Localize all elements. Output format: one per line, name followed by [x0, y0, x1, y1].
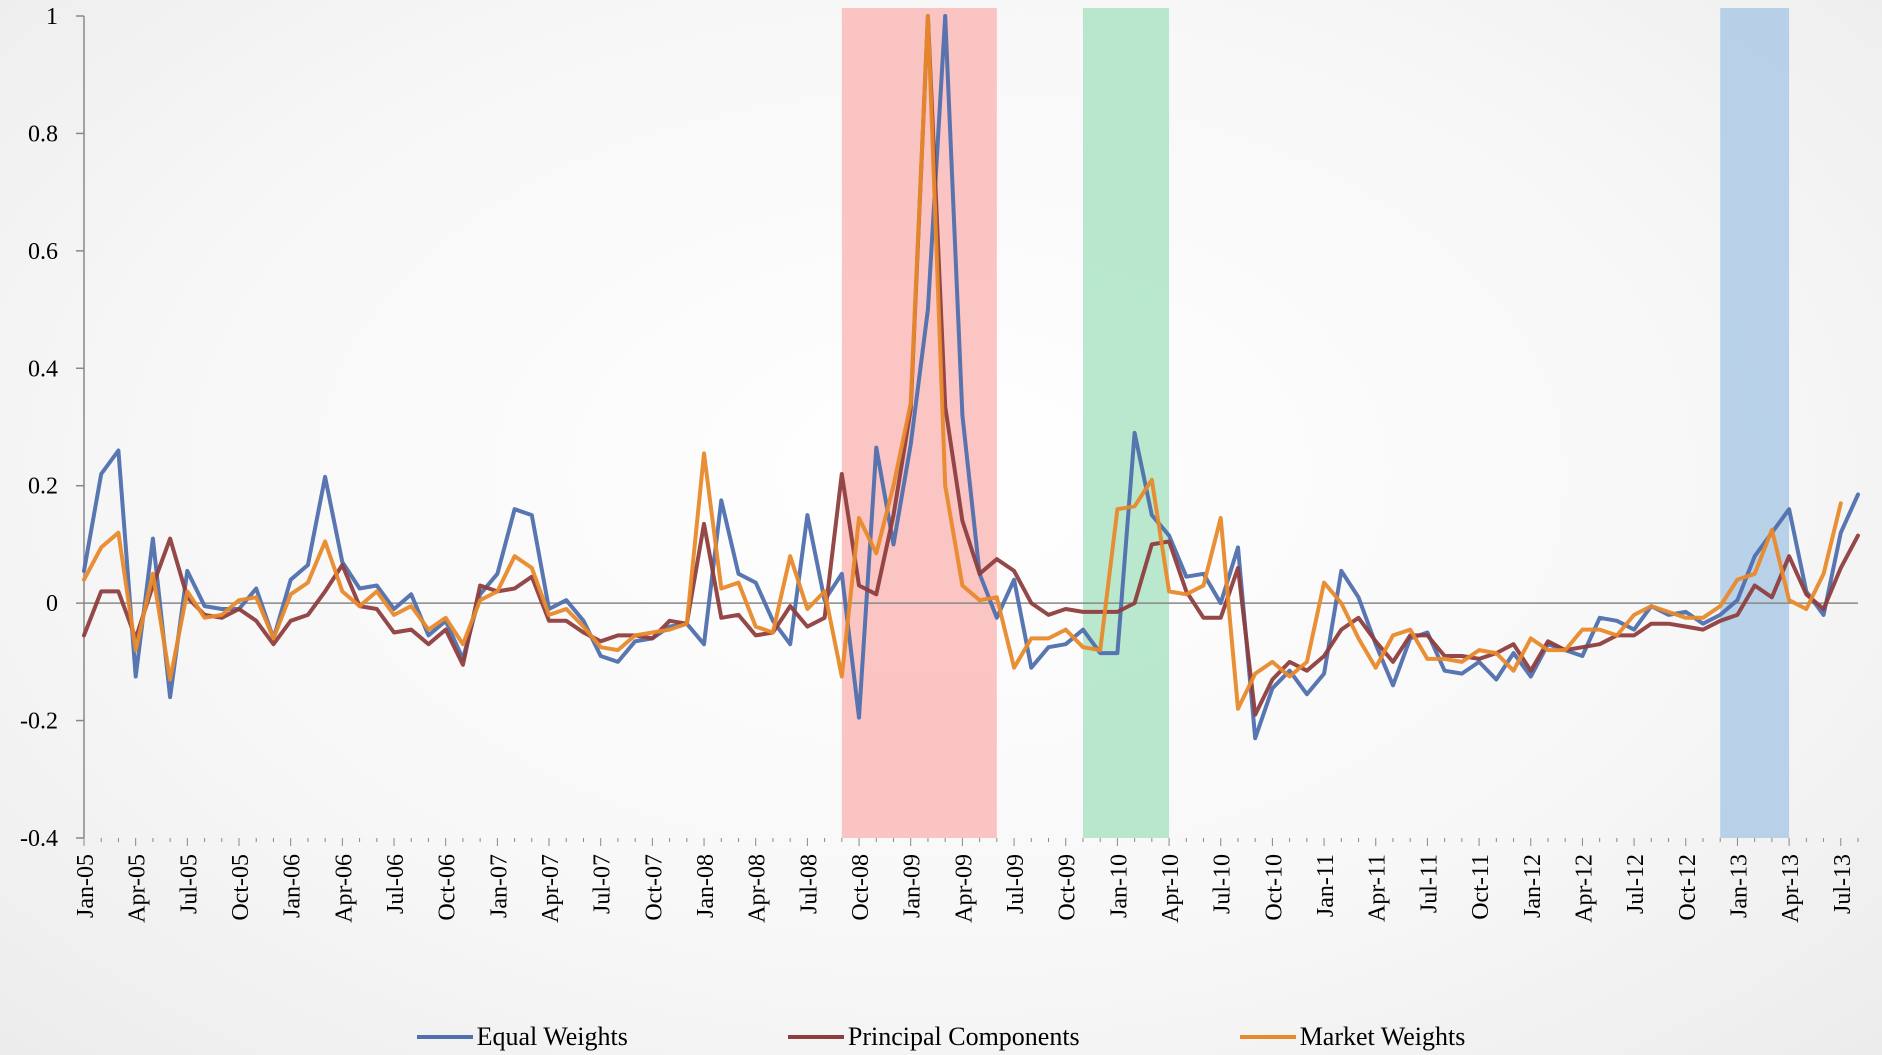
shaded-region-2 [1082, 8, 1170, 838]
legend-item-market-weights: Market Weights [1239, 1020, 1466, 1054]
x-tick-label: Apr-13 [1778, 854, 1804, 923]
x-tick-label: Apr-06 [331, 854, 357, 923]
x-tick-label: Jul-13 [1830, 854, 1856, 914]
x-tick-label: Jul-10 [1210, 854, 1236, 914]
x-tick-label: Jul-08 [796, 854, 822, 914]
x-tick-label: Oct-05 [228, 854, 254, 921]
x-tick-label: Jul-12 [1623, 854, 1649, 914]
x-tick-label: Jan-12 [1520, 854, 1546, 918]
y-tick-label: 0 [46, 591, 58, 617]
x-tick-label: Apr-10 [1158, 854, 1184, 923]
x-tick-label: Apr-11 [1365, 854, 1391, 922]
x-tick-label: Jul-05 [176, 854, 202, 914]
legend-item-principal-components: Principal Components [787, 1020, 1080, 1054]
y-tick-label: 0.2 [28, 474, 58, 500]
legend-item-equal-weights: Equal Weights [416, 1020, 628, 1054]
x-tick-label: Apr-07 [538, 854, 564, 923]
y-tick-label: -0.4 [20, 826, 58, 852]
legend-label-principal-components: Principal Components [847, 1022, 1080, 1051]
x-tick-label: Oct-07 [641, 854, 667, 921]
x-tick-label: Apr-09 [951, 854, 977, 923]
x-tick-label: Oct-08 [848, 854, 874, 921]
shaded-region-1 [841, 8, 997, 838]
x-tick-label: Oct-12 [1675, 854, 1701, 921]
x-tick-label: Jan-07 [486, 854, 512, 918]
y-tick-label: 0.6 [28, 239, 58, 265]
x-tick-label: Jan-13 [1726, 854, 1752, 918]
legend-swatch-principal-components [787, 1035, 844, 1039]
x-tick-label: Jan-06 [280, 854, 306, 918]
y-tick-label: 1 [46, 4, 58, 30]
legend-label-market-weights: Market Weights [1299, 1022, 1466, 1051]
legend-swatch-equal-weights [416, 1035, 473, 1039]
x-tick-label: Jan-11 [1313, 854, 1339, 917]
x-tick-label: Jul-07 [590, 854, 616, 914]
x-tick-label: Jul-06 [383, 854, 409, 914]
x-tick-label: Oct-11 [1468, 854, 1494, 920]
x-tick-label: Jan-09 [900, 854, 926, 918]
shaded-region-3 [1720, 8, 1790, 838]
x-tick-label: Jan-08 [693, 854, 719, 918]
x-tick-label: Jan-10 [1106, 854, 1132, 918]
series-line-market-weights [82, 14, 1843, 711]
y-tick-label: -0.2 [20, 709, 58, 735]
x-tick-label: Oct-09 [1055, 854, 1081, 921]
y-tick-label: 0.4 [28, 356, 58, 382]
x-tick-label: Jul-09 [1003, 854, 1029, 914]
y-tick-label: 0.8 [28, 121, 58, 147]
x-tick-label: Jul-11 [1416, 854, 1442, 913]
x-tick-label: Apr-12 [1571, 854, 1597, 923]
x-tick-label: Oct-10 [1261, 854, 1287, 921]
legend-label-equal-weights: Equal Weights [476, 1022, 628, 1051]
x-tick-label: Apr-05 [125, 854, 151, 923]
x-tick-label: Oct-06 [435, 854, 461, 921]
line-chart: 1 0.8 0.6 0.4 0.2 0 -0.2 -0.4 Jan-05 Apr-05 Jul-0… [20, 4, 1860, 923]
x-tick-label: Jan-05 [73, 854, 99, 918]
legend: Equal Weights Principal Components Marke… [0, 1020, 1882, 1054]
legend-swatch-market-weights [1239, 1035, 1296, 1039]
x-tick-label: Apr-08 [745, 854, 771, 923]
